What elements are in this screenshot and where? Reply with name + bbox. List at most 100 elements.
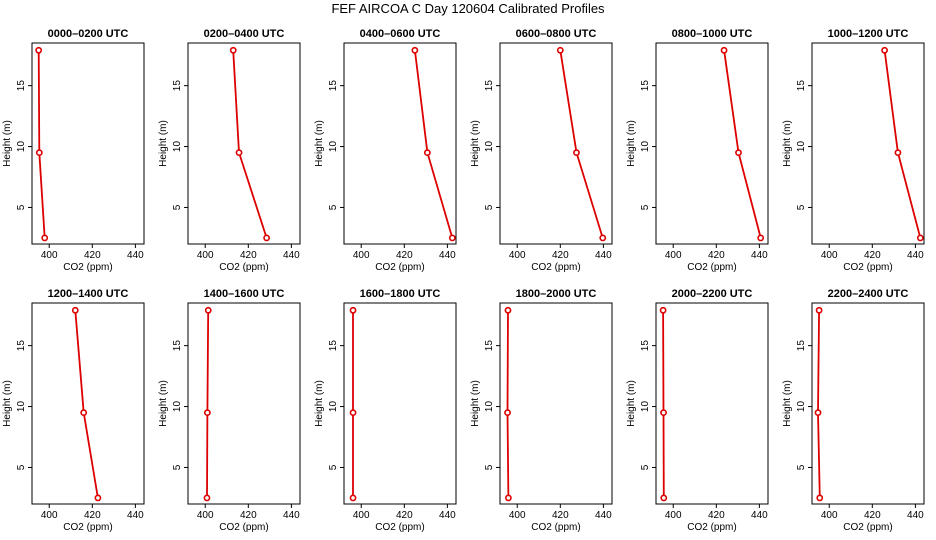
y-tick-label: 5 [328,464,339,470]
x-tick-label: 440 [283,510,300,521]
x-tick-label: 420 [864,250,881,261]
panel-2: 0200–0400 UTC 400 420 440 CO2 (ppm) 5 10 15 Heig… [158,28,301,273]
x-tick-label: 420 [396,250,413,261]
y-tick-label: 5 [484,204,495,210]
data-point [71,306,79,314]
x-axis-label: CO2 (ppm) [219,522,268,533]
data-point [504,409,511,417]
y-tick-label: 10 [328,401,339,413]
x-axis-label: CO2 (ppm) [687,522,736,533]
data-point [735,149,742,157]
data-point [349,409,357,417]
profile-line [559,50,604,239]
data-point [80,409,88,417]
y-tick-label: 5 [16,464,27,470]
y-tick-label: 10 [328,141,339,153]
data-point [659,306,667,314]
x-tick-label: 400 [197,250,214,261]
y-tick-label: 5 [796,204,807,210]
x-axis-label: CO2 (ppm) [375,262,424,273]
data-point [203,409,211,417]
data-point [423,149,431,157]
y-axis-label: Height (m) [626,120,637,167]
data-point [660,409,667,417]
y-axis-label: Height (m) [314,380,325,427]
data-point [720,46,728,54]
y-tick-label: 10 [16,401,27,413]
x-axis-label: CO2 (ppm) [375,522,424,533]
x-axis-label: CO2 (ppm) [63,522,112,533]
data-point [573,149,580,157]
panel-4: 0600–0800 UTC 400 420 440 CO2 (ppm) 5 10 15 Heig… [470,28,613,273]
x-tick-label: 420 [84,510,101,521]
data-point [349,306,357,314]
x-axis-label: CO2 (ppm) [531,262,580,273]
x-tick-label: 400 [41,250,58,261]
x-tick-label: 420 [552,250,569,261]
data-point [411,46,419,54]
x-tick-label: 420 [396,510,413,521]
y-tick-label: 15 [328,340,339,352]
x-tick-label: 440 [595,250,612,261]
panel-11: 2000–2200 UTC 400 420 440 CO2 (ppm) 5 10 15 Heig… [626,288,769,533]
panel-10: 1800–2000 UTC 400 420 440 CO2 (ppm) 5 10 15 Heig… [470,288,613,533]
panel-3: 0400–0600 UTC 400 420 440 CO2 (ppm) 5 10 15 Heig… [314,28,457,273]
plot-frame [343,42,457,245]
panel-title: 1000–1200 UTC [828,28,909,40]
y-tick-label: 15 [328,80,339,92]
x-tick-label: 420 [552,510,569,521]
data-point [916,234,924,242]
y-tick-label: 5 [640,464,651,470]
plot-frame [31,42,145,245]
panel-title: 1600–1800 UTC [360,288,441,300]
x-tick-label: 400 [821,510,838,521]
profile-line [817,310,821,498]
panel-title: 1400–1600 UTC [204,288,285,300]
panel-title: 2000–2200 UTC [672,288,753,300]
y-tick-label: 5 [796,464,807,470]
profile-line [883,50,922,239]
x-tick-label: 400 [353,250,370,261]
y-tick-label: 10 [172,141,183,153]
profile-line [662,310,665,498]
data-point [599,234,607,242]
x-tick-label: 400 [509,250,526,261]
profile-line [74,310,99,499]
x-tick-label: 400 [665,510,682,521]
y-tick-label: 15 [796,340,807,352]
x-tick-label: 440 [439,250,456,261]
y-axis-label: Height (m) [626,380,637,427]
plot-frame [499,302,613,505]
y-axis-label: Height (m) [2,120,13,167]
y-tick-label: 10 [172,401,183,413]
x-tick-label: 400 [509,510,526,521]
y-tick-label: 15 [16,340,27,352]
x-tick-label: 440 [127,250,144,261]
y-tick-label: 15 [172,340,183,352]
x-tick-label: 440 [907,510,924,521]
x-tick-label: 420 [864,510,881,521]
x-tick-label: 420 [240,250,257,261]
data-point [349,494,357,502]
profile-line [414,50,454,239]
y-tick-label: 15 [484,340,495,352]
data-point [263,234,271,242]
x-tick-label: 420 [708,510,725,521]
panel-title: 2200–2400 UTC [828,288,909,300]
x-tick-label: 420 [708,250,725,261]
data-point [41,234,49,242]
x-tick-label: 440 [595,510,612,521]
plot-frame [343,302,457,505]
data-point [757,234,765,242]
plot-frame [811,302,925,505]
panel-8: 1400–1600 UTC 400 420 440 CO2 (ppm) 5 10 15 Heig… [158,288,301,533]
y-axis-label: Height (m) [2,380,13,427]
x-tick-label: 400 [821,250,838,261]
panel-7: 1200–1400 UTC 400 420 440 CO2 (ppm) 5 10 15 Heig… [2,288,145,533]
y-tick-label: 5 [640,204,651,210]
y-tick-label: 15 [796,80,807,92]
data-point [229,46,237,54]
data-point [204,306,212,314]
y-tick-label: 10 [640,141,651,153]
